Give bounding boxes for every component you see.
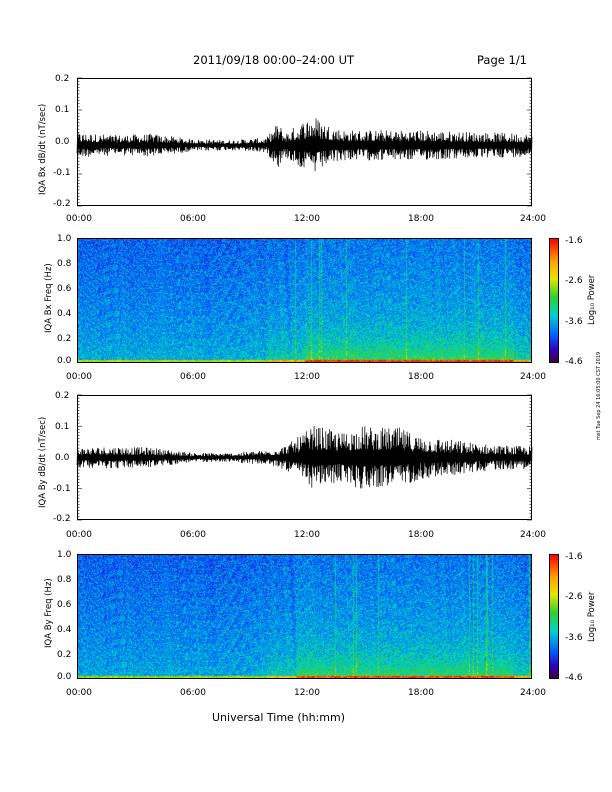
colorbar-tick: -4.6 <box>565 357 583 367</box>
x-tick-label: 06:00 <box>180 214 206 224</box>
bx-dbdt-ytick: 0.2 <box>55 74 70 84</box>
colorbar-tick: -2.6 <box>565 592 583 602</box>
by-dbdt-ylabel: IQA By dB/dt (nT/sec) <box>38 416 48 508</box>
colorbar-tick: -3.6 <box>565 633 583 643</box>
by-freq-ytick: 0.2 <box>57 650 72 660</box>
by-dbdt-ytick: 0.0 <box>55 453 70 463</box>
by-colorbar <box>549 554 559 679</box>
by-freq-ytick: 0.4 <box>57 625 72 635</box>
bx-freq-ytick: 0.2 <box>57 334 72 344</box>
colorbar-tick: -2.6 <box>565 276 583 286</box>
bx-dbdt-ytick: 0.1 <box>55 105 70 115</box>
by-spectrogram-frame <box>77 554 532 679</box>
x-tick-label: 00:00 <box>66 530 92 540</box>
colorbar-label: Log₁₀ Power <box>587 591 597 642</box>
x-tick-label: 00:00 <box>66 372 92 382</box>
x-tick-label: 24:00 <box>520 214 546 224</box>
x-tick-label: 12:00 <box>294 372 320 382</box>
waveform-line <box>76 425 533 489</box>
bx-spectrogram-frame <box>77 238 532 363</box>
bx-colorbar <box>549 238 559 363</box>
colorbar-tick: -1.6 <box>565 552 583 562</box>
by-freq-ytick: 0.0 <box>57 672 72 682</box>
x-tick-label: 06:00 <box>180 372 206 382</box>
bx-freq-ytick: 1.0 <box>57 234 72 244</box>
bx-dbdt-ytick: -0.1 <box>53 168 71 178</box>
x-tick-label: 00:00 <box>66 688 92 698</box>
by-dbdt-ytick: 0.1 <box>55 422 70 432</box>
x-tick-label: 06:00 <box>180 688 206 698</box>
x-tick-label: 24:00 <box>520 688 546 698</box>
bx-freq-ytick: 0.0 <box>57 356 72 366</box>
waveform-line <box>76 118 533 172</box>
by-dbdt-ytick: -0.1 <box>53 484 71 494</box>
x-axis-label: Universal Time (hh:mm) <box>212 711 345 724</box>
page-indicator: Page 1/1 <box>477 53 528 67</box>
by-dbdt-ytick: -0.2 <box>53 514 71 524</box>
x-tick-label: 18:00 <box>408 214 434 224</box>
x-tick-label: 18:00 <box>408 530 434 540</box>
bx-dbdt-ytick: -0.2 <box>53 199 71 209</box>
x-tick-label: 24:00 <box>520 372 546 382</box>
x-tick-label: 24:00 <box>520 530 546 540</box>
x-tick-label: 12:00 <box>294 214 320 224</box>
colorbar-tick: -4.6 <box>565 673 583 683</box>
by-freq-ylabel: IQA By Freq (Hz) <box>44 578 54 648</box>
x-tick-label: 00:00 <box>66 214 92 224</box>
bx-dbdt-ytick: 0.0 <box>55 137 70 147</box>
x-tick-label: 06:00 <box>180 530 206 540</box>
x-tick-label: 18:00 <box>408 372 434 382</box>
by-dbdt-ytick: 0.2 <box>55 391 70 401</box>
bx-freq-ytick: 0.6 <box>57 284 72 294</box>
x-tick-label: 12:00 <box>294 688 320 698</box>
by-freq-ytick: 1.0 <box>57 550 72 560</box>
colorbar-tick: -3.6 <box>565 317 583 327</box>
by-freq-ytick: 0.6 <box>57 600 72 610</box>
colorbar-tick: -1.6 <box>565 236 583 246</box>
x-tick-label: 18:00 <box>408 688 434 698</box>
by-spectrogram <box>77 554 532 679</box>
by-freq-ytick: 0.8 <box>57 575 72 585</box>
x-tick-label: 12:00 <box>294 530 320 540</box>
bx-freq-ytick: 0.4 <box>57 309 72 319</box>
bx-freq-ytick: 0.8 <box>57 259 72 269</box>
bx-spectrogram <box>77 238 532 363</box>
plot-title: 2011/09/18 00:00–24:00 UT <box>193 53 355 67</box>
